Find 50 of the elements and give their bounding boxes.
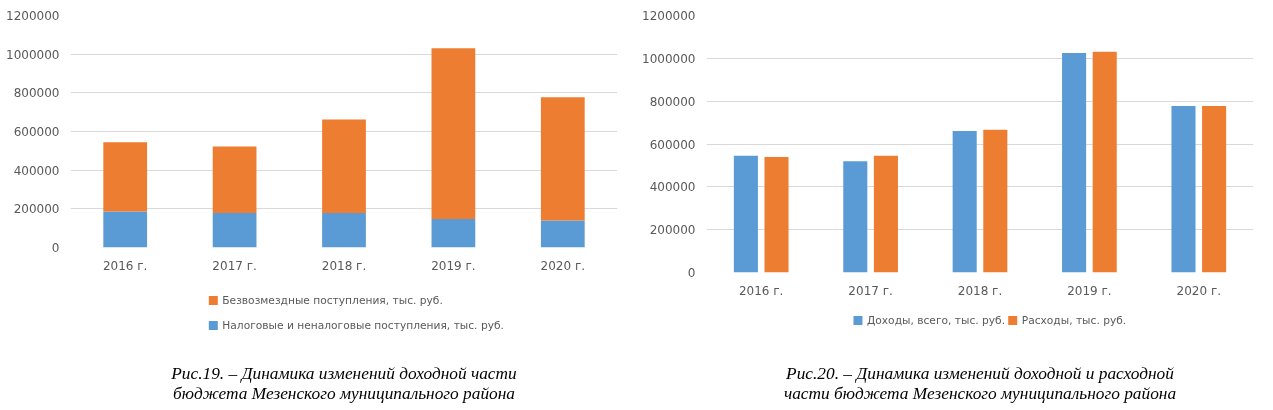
bar bbox=[1062, 52, 1087, 273]
x-tick-label: 2017 г. bbox=[848, 283, 893, 298]
legend-label: Налоговые и неналоговые поступления, тыс. руб. bbox=[222, 319, 504, 332]
text: Рис.19. – Динамика изменений доходной части бюджета Мезенского муниципального района bbox=[170, 363, 518, 404]
y-tick-label: 400000 bbox=[13, 163, 60, 178]
bar bbox=[733, 155, 758, 273]
x-tick-label: 2019 г. bbox=[1067, 283, 1112, 298]
bar bbox=[103, 142, 148, 212]
bar bbox=[431, 48, 476, 220]
x-tick-label: 2016 г. bbox=[738, 283, 784, 298]
x-tick-label: 2017 г. bbox=[212, 258, 257, 273]
bar bbox=[103, 211, 148, 248]
x-tick-label: 2016 г. bbox=[102, 258, 148, 273]
text: Рис.20. – Динамика изменений доходной и расходной части бюджета Мезенского муниципального района bbox=[783, 363, 1177, 404]
y-tick-label: 800000 bbox=[649, 94, 696, 109]
legend-label: Расходы, тыс. руб. bbox=[1021, 314, 1127, 327]
y-tick-label: 600000 bbox=[649, 137, 696, 152]
y-tick-label: 1000000 bbox=[642, 51, 696, 66]
bar bbox=[1171, 106, 1196, 273]
x-tick-label: 2018 г. bbox=[321, 258, 367, 273]
x-tick-label: 2018 г. bbox=[957, 283, 1003, 298]
bar bbox=[322, 212, 366, 248]
bar bbox=[431, 219, 476, 248]
x-tick-label: 2020 г. bbox=[1176, 283, 1222, 298]
legend-label: Безвозмездные поступления, тыс. руб. bbox=[222, 294, 443, 307]
x-tick-label: 2020 г. bbox=[540, 258, 586, 273]
y-tick-label: 200000 bbox=[13, 202, 60, 217]
bar bbox=[764, 157, 789, 273]
bar bbox=[212, 146, 257, 213]
bar bbox=[322, 119, 366, 213]
bar bbox=[843, 161, 868, 273]
bar bbox=[983, 129, 1008, 273]
y-tick-label: 200000 bbox=[649, 223, 696, 238]
y-tick-label: 1200000 bbox=[6, 9, 60, 23]
y-tick-label: 800000 bbox=[13, 86, 60, 101]
y-tick-label: 0 bbox=[51, 241, 60, 255]
bar bbox=[540, 220, 585, 248]
bar bbox=[1202, 106, 1227, 273]
bar bbox=[952, 130, 977, 273]
x-tick-label: 2019 г. bbox=[431, 258, 476, 273]
legend-label: Доходы, всего, тыс. руб. bbox=[866, 314, 1006, 327]
bar bbox=[212, 212, 257, 248]
y-tick-label: 0 bbox=[687, 266, 696, 280]
y-tick-label: 1200000 bbox=[642, 9, 696, 23]
bar bbox=[1092, 51, 1117, 273]
y-tick-label: 600000 bbox=[13, 125, 60, 139]
bar bbox=[540, 97, 585, 221]
y-tick-label: 1000000 bbox=[6, 47, 60, 62]
y-tick-label: 400000 bbox=[649, 180, 696, 195]
bar bbox=[873, 155, 898, 273]
